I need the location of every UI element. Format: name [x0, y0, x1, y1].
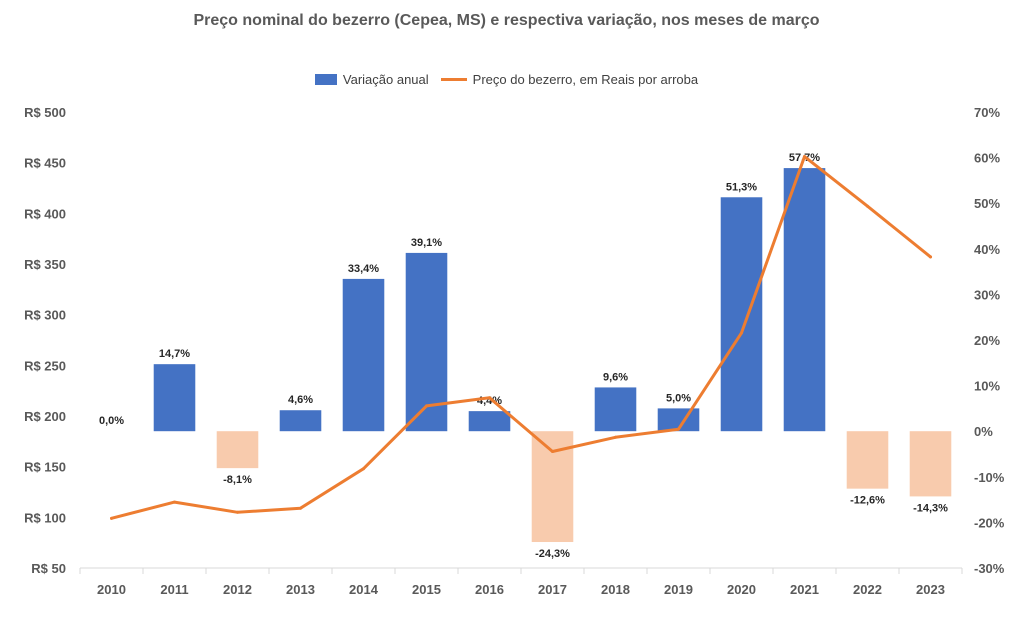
bar-variacao	[846, 431, 889, 489]
x-tick-label: 2023	[916, 582, 945, 597]
y-left-tick-label: R$ 400	[24, 206, 66, 221]
y-left-tick-label: R$ 350	[24, 257, 66, 272]
line-point	[488, 396, 491, 400]
line-point	[551, 449, 554, 453]
y-left-tick-label: R$ 200	[24, 409, 66, 424]
y-left-tick-label: R$ 250	[24, 358, 66, 373]
x-tick-label: 2021	[790, 582, 819, 597]
y-right-tick-label: 40%	[974, 242, 1000, 257]
y-left-tick-label: R$ 450	[24, 156, 66, 171]
bar-variacao	[153, 364, 196, 432]
bar-variacao	[783, 168, 826, 432]
x-tick-label: 2016	[475, 582, 504, 597]
bar-data-label: -8,1%	[223, 474, 252, 486]
line-point	[173, 500, 176, 504]
bar-variacao	[909, 431, 952, 497]
line-point	[110, 516, 113, 520]
legend-label-line: Preço do bezerro, em Reais por arroba	[472, 72, 699, 87]
bar-data-label: 14,7%	[159, 348, 190, 360]
line-point	[299, 506, 302, 510]
bar-variacao	[594, 387, 637, 432]
x-tick-label: 2014	[349, 582, 379, 597]
y-right-tick-label: 50%	[974, 196, 1000, 211]
legend-label-bars: Variação anual	[342, 72, 429, 87]
y-right-tick-label: 0%	[974, 424, 993, 439]
x-tick-label: 2011	[160, 582, 188, 597]
x-tick-label: 2017	[538, 582, 567, 597]
y-right-tick-label: 70%	[974, 105, 1000, 120]
bar-data-label: 33,4%	[348, 263, 379, 275]
bar-data-label: 4,6%	[288, 394, 313, 406]
bar-data-label: -24,3%	[535, 548, 570, 560]
line-point	[362, 467, 365, 471]
x-tick-label: 2018	[601, 582, 630, 597]
x-tick-label: 2012	[223, 582, 252, 597]
y-right-tick-label: 30%	[974, 287, 1000, 302]
y-left-tick-label: R$ 100	[24, 510, 66, 525]
line-preco-bezerro	[110, 155, 932, 520]
bar-variacao	[720, 197, 763, 432]
bar-data-label: 5,0%	[666, 392, 691, 404]
bar-data-label: -12,6%	[850, 495, 885, 507]
bar-variacao	[342, 278, 385, 432]
line-point	[236, 510, 239, 514]
y-left-tick-label: R$ 300	[24, 308, 66, 323]
line-point	[929, 255, 932, 259]
legend-item-bars: Variação anual	[314, 72, 429, 87]
x-tick-label: 2019	[664, 582, 693, 597]
line-point	[677, 427, 680, 431]
y-right-tick-label: 60%	[974, 151, 1000, 166]
legend-swatch-bar	[314, 74, 337, 85]
chart-legend: Variação anual Preço do bezerro, em Reai…	[0, 72, 1013, 87]
y-right-tick-label: 20%	[974, 333, 1000, 348]
y-right-tick-label: -10%	[974, 470, 1005, 485]
x-tick-label: 2010	[97, 582, 126, 597]
y-right-tick-label: -30%	[974, 561, 1005, 576]
bar-data-label: 39,1%	[411, 237, 442, 249]
bar-variacao	[405, 252, 448, 432]
line-point	[740, 331, 743, 335]
y-left-tick-label: R$ 150	[24, 460, 66, 475]
bar-variacao	[279, 410, 322, 432]
x-tick-label: 2015	[412, 582, 441, 597]
chart-title: Preço nominal do bezerro (Cepea, MS) e r…	[193, 12, 820, 29]
bar-data-label: 0,0%	[99, 415, 124, 427]
bar-variacao	[216, 431, 259, 469]
bar-data-label: 51,3%	[726, 181, 757, 193]
line-point	[866, 204, 869, 208]
line-point	[425, 404, 428, 408]
x-tick-label: 2013	[286, 582, 315, 597]
y-left-tick-label: R$ 500	[24, 105, 66, 120]
bar-data-label: -14,3%	[913, 502, 948, 514]
line-point	[614, 435, 617, 439]
legend-swatch-line	[440, 78, 467, 81]
x-tick-label: 2022	[853, 582, 882, 597]
x-tick-label: 2020	[727, 582, 756, 597]
y-left-tick-label: R$ 50	[31, 561, 66, 576]
bar-data-label: 9,6%	[603, 371, 628, 383]
y-right-tick-label: -20%	[974, 515, 1005, 530]
y-right-tick-label: 10%	[974, 379, 1000, 394]
line-point	[803, 155, 806, 159]
legend-item-line: Preço do bezerro, em Reais por arroba	[440, 72, 699, 87]
bar-variacao	[468, 411, 511, 432]
